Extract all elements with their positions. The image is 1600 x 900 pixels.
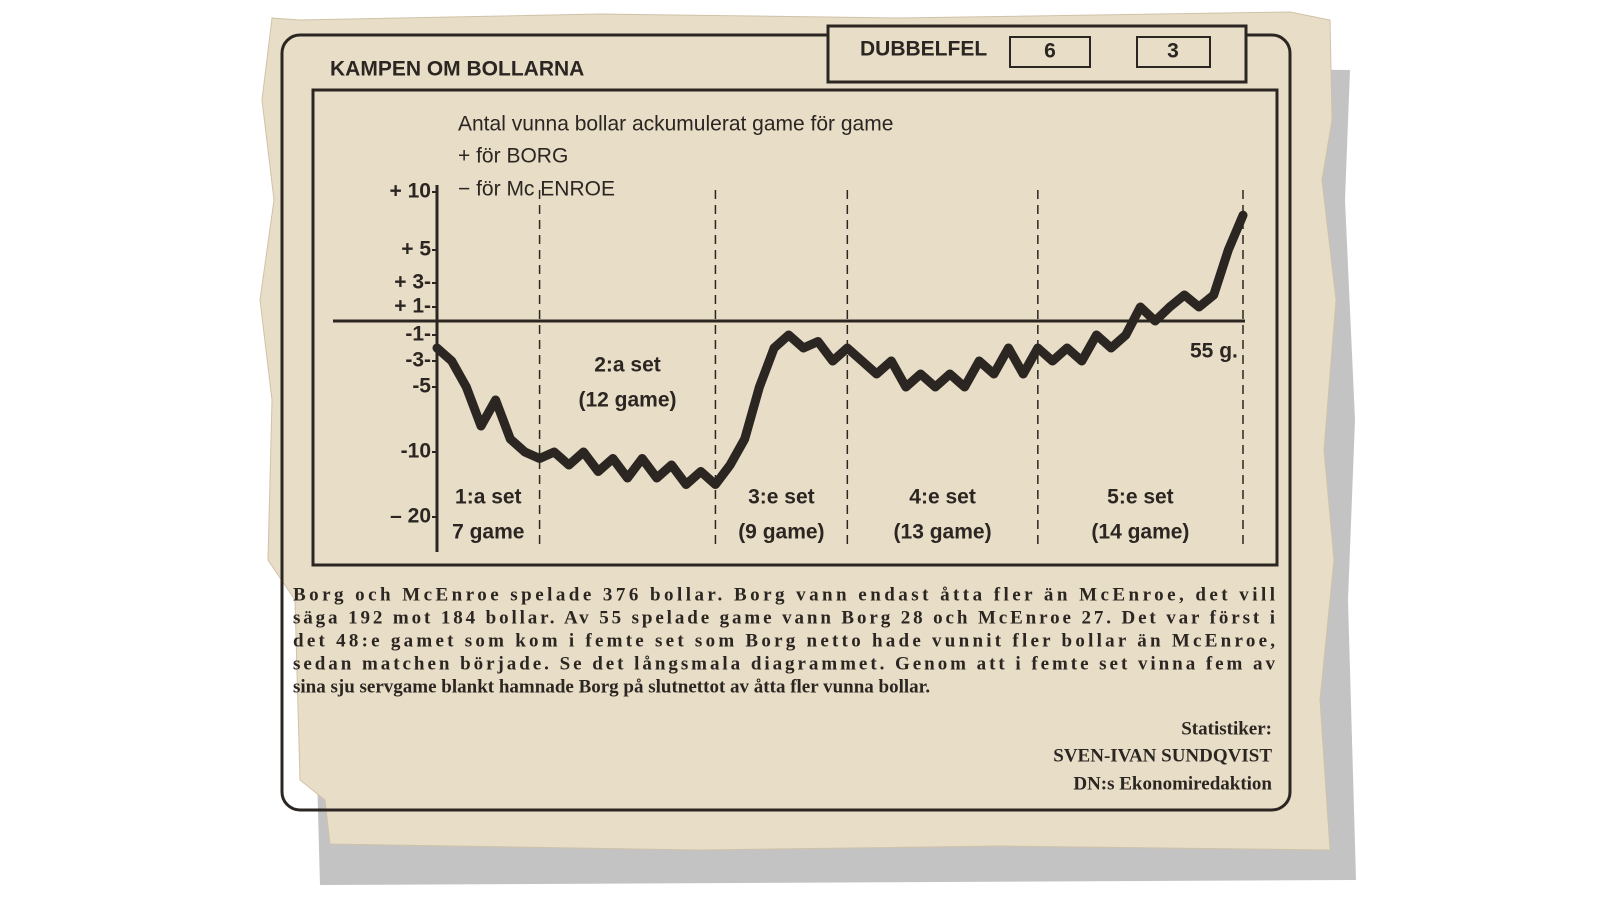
- y-tick-label: -10: [401, 440, 431, 463]
- y-tick-label: -1-: [405, 323, 431, 346]
- set-label: 2:a set: [594, 354, 661, 377]
- subtitle: + för BORG: [458, 145, 568, 168]
- dubbelfel-label: DUBBELFEL: [860, 38, 987, 61]
- y-tick-label: -3-: [405, 349, 431, 372]
- count-box: [1009, 36, 1091, 68]
- y-tick-label: + 5: [401, 238, 431, 261]
- paper: [259, 11, 1337, 851]
- border: [280, 33, 1292, 812]
- set-games: (14 game): [1091, 521, 1189, 544]
- set-label: 5:e set: [1107, 486, 1174, 509]
- y-tick-label: + 1-: [394, 295, 431, 318]
- count-box: [1136, 36, 1211, 68]
- dubbelfel-value: 6: [1044, 40, 1056, 63]
- set-label: 1:a set: [455, 486, 522, 509]
- chart-frame: [311, 88, 1279, 567]
- y-tick-label: + 10: [390, 180, 431, 203]
- set-games: (9 game): [738, 521, 824, 544]
- paragraph-line: sina sju servgame blankt hamnade Borg på…: [293, 676, 930, 697]
- credit: SVEN-IVAN SUNDQVIST: [1053, 745, 1272, 766]
- set-games: (12 game): [578, 389, 676, 412]
- cumulative-line: [432, 210, 1248, 489]
- y-tick-label: – 20: [390, 505, 431, 528]
- credit: DN:s Ekonomiredaktion: [1073, 773, 1272, 794]
- paragraph-line: Borg och McEnroe spelade 376 bollar. Bor…: [293, 584, 1275, 605]
- chart-title: KAMPEN OM BOLLARNA: [330, 58, 584, 81]
- set-games: 7 game: [452, 521, 524, 544]
- set-label: 3:e set: [748, 486, 815, 509]
- set-games: (13 game): [894, 521, 992, 544]
- dubbelfel-value: 3: [1167, 40, 1179, 63]
- end-label: 55 g.: [1190, 340, 1238, 363]
- set-label: 4:e set: [909, 486, 976, 509]
- credit: Statistiker:: [1181, 718, 1272, 739]
- paragraph-line: säga 192 mot 184 bollar. Av 55 spelade g…: [293, 607, 1275, 628]
- y-tick-label: + 3-: [394, 271, 431, 294]
- dubbelfel-box: [826, 24, 1248, 84]
- subtitle: Antal vunna bollar ackumulerat game för …: [458, 113, 893, 136]
- subtitle: − för Mc ENROE: [458, 178, 615, 201]
- y-tick-label: -5: [412, 375, 431, 398]
